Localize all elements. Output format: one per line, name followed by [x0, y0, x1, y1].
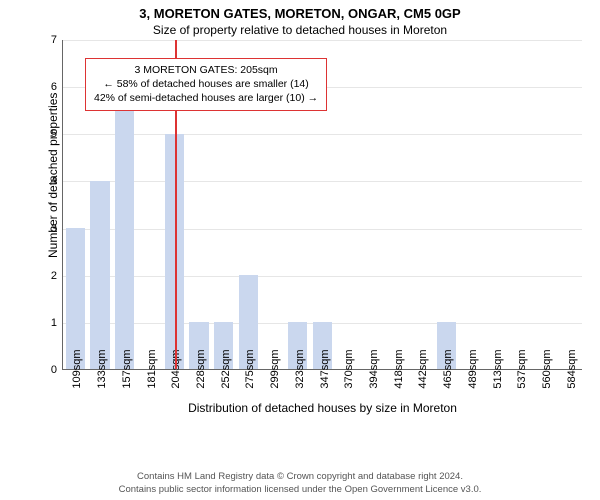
callout-line3: 42% of semi-detached houses are larger (…	[94, 91, 318, 105]
bar-slot: 109sqm	[63, 40, 88, 369]
x-tick-label: 347sqm	[315, 349, 331, 388]
footer-text: Contains HM Land Registry data © Crown c…	[0, 471, 600, 496]
plot-area: Distribution of detached houses by size …	[62, 40, 582, 370]
x-tick-label: 181sqm	[142, 349, 158, 388]
callout-line2: ← 58% of detached houses are smaller (14…	[94, 77, 318, 91]
x-tick-label: 204sqm	[166, 349, 182, 388]
x-tick-label: 537sqm	[512, 349, 528, 388]
x-tick-label: 133sqm	[92, 349, 108, 388]
x-tick-label: 109sqm	[67, 349, 83, 388]
x-tick-label: 157sqm	[117, 349, 133, 388]
bar-slot: 489sqm	[459, 40, 484, 369]
x-tick-label: 560sqm	[537, 349, 553, 388]
y-tick-label: 7	[51, 34, 63, 46]
x-tick-label: 228sqm	[191, 349, 207, 388]
x-tick-label: 513sqm	[488, 349, 504, 388]
bar	[115, 87, 134, 369]
y-tick-label: 2	[51, 270, 63, 282]
chart-container: Number of detached properties Distributi…	[38, 40, 582, 396]
x-tick-label: 370sqm	[339, 349, 355, 388]
y-tick-label: 4	[51, 175, 63, 187]
x-tick-label: 252sqm	[216, 349, 232, 388]
page-subtitle: Size of property relative to detached ho…	[0, 21, 600, 37]
x-tick-label: 275sqm	[240, 349, 256, 388]
bar-slot: 584sqm	[557, 40, 582, 369]
bar-slot: 465sqm	[434, 40, 459, 369]
y-tick-label: 0	[51, 364, 63, 376]
bar-slot: 418sqm	[384, 40, 409, 369]
bar-slot: 537sqm	[508, 40, 533, 369]
callout-line1: 3 MORETON GATES: 205sqm	[94, 63, 318, 77]
bar-slot: 394sqm	[360, 40, 385, 369]
bar-slot: 513sqm	[483, 40, 508, 369]
footer-line-1: Contains HM Land Registry data © Crown c…	[0, 471, 600, 483]
page-title: 3, MORETON GATES, MORETON, ONGAR, CM5 0G…	[0, 0, 600, 21]
callout-box: 3 MORETON GATES: 205sqm← 58% of detached…	[85, 58, 327, 111]
x-tick-label: 584sqm	[562, 349, 578, 388]
x-tick-label: 442sqm	[413, 349, 429, 388]
bar-slot: 442sqm	[409, 40, 434, 369]
x-tick-label: 489sqm	[463, 349, 479, 388]
bar	[90, 181, 109, 369]
bar	[66, 228, 85, 369]
bar	[165, 134, 184, 369]
x-axis-label: Distribution of detached houses by size …	[63, 401, 582, 415]
y-tick-label: 1	[51, 317, 63, 329]
x-tick-label: 465sqm	[438, 349, 454, 388]
x-tick-label: 394sqm	[364, 349, 380, 388]
x-tick-label: 323sqm	[290, 349, 306, 388]
y-tick-label: 3	[51, 223, 63, 235]
bar-slot: 560sqm	[533, 40, 558, 369]
y-tick-label: 6	[51, 81, 63, 93]
y-tick-label: 5	[51, 128, 63, 140]
x-tick-label: 418sqm	[389, 349, 405, 388]
bar-slot: 370sqm	[335, 40, 360, 369]
footer-line-2: Contains public sector information licen…	[0, 484, 600, 496]
x-tick-label: 299sqm	[265, 349, 281, 388]
